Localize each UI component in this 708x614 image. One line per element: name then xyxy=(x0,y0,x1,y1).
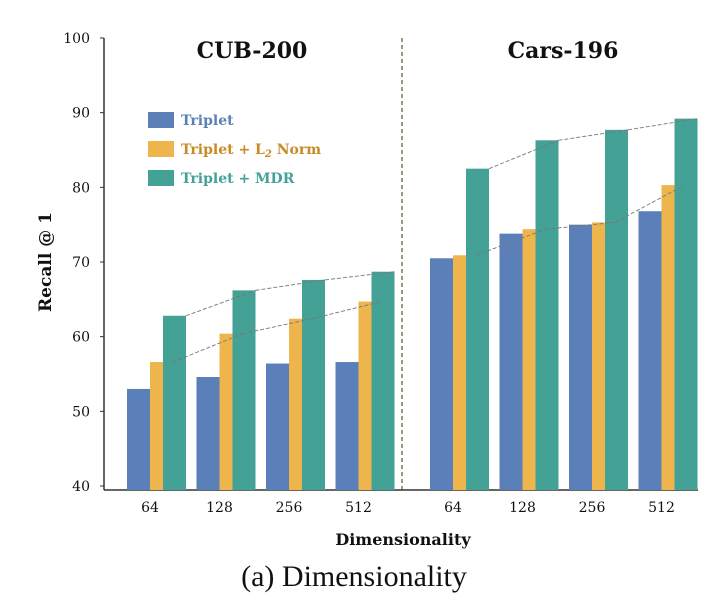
bar xyxy=(302,279,325,490)
bar xyxy=(371,271,395,490)
y-tick-label: 100 xyxy=(63,31,90,47)
bars-layer xyxy=(127,118,698,491)
y-tick-label: 70 xyxy=(72,255,90,271)
trend-line xyxy=(488,139,559,170)
y-tick-label: 60 xyxy=(72,330,90,346)
bar xyxy=(232,290,256,490)
trend-line xyxy=(614,184,685,223)
trend-line xyxy=(475,228,546,256)
legend-swatch xyxy=(148,112,174,128)
legend: Triplet Triplet + L2 Norm Triplet + MDR xyxy=(148,112,321,187)
y-axis-label: Recall @ 1 xyxy=(36,212,56,312)
bar xyxy=(605,129,628,490)
bar xyxy=(335,362,359,490)
trend-lines-layer xyxy=(172,118,698,363)
bar xyxy=(569,224,592,490)
x-axis-label: Dimensionality xyxy=(335,530,471,549)
bar xyxy=(466,168,489,490)
legend-label: Triplet + MDR xyxy=(181,171,295,187)
x-tick-label: 64 xyxy=(141,500,159,516)
x-tick-label: 256 xyxy=(579,500,606,516)
legend-swatch xyxy=(148,170,174,186)
bar xyxy=(535,140,559,490)
bar xyxy=(127,388,150,490)
bar xyxy=(674,118,698,490)
legend-label: Triplet xyxy=(181,113,234,129)
y-tick-label: 40 xyxy=(72,479,90,495)
bar xyxy=(163,315,186,490)
legend-swatch xyxy=(148,141,174,157)
bar xyxy=(266,363,289,490)
figure-caption: (a) Dimensionality xyxy=(241,560,467,593)
trend-line xyxy=(172,333,243,363)
trend-line xyxy=(185,289,256,317)
x-tick-label: 64 xyxy=(444,500,462,516)
x-tick-label: 512 xyxy=(345,500,372,516)
y-tick-label: 50 xyxy=(72,404,90,420)
bar xyxy=(499,233,523,491)
bar xyxy=(430,258,453,490)
x-tick-label: 256 xyxy=(276,500,303,516)
bar xyxy=(196,376,220,490)
x-tick-label: 128 xyxy=(206,500,233,516)
x-tick-label: 128 xyxy=(509,500,536,516)
x-tick-label: 512 xyxy=(648,500,675,516)
bar xyxy=(638,211,662,490)
panel-title: CUB-200 xyxy=(197,38,308,64)
y-tick-label: 90 xyxy=(72,106,90,122)
labels-layer: 40 50 60 70 80 90 100 Recall @ 1 Dimensionality C… xyxy=(36,31,675,549)
panel-title: Cars-196 xyxy=(508,38,619,64)
recall-bar-chart: 40 50 60 70 80 90 100 Recall @ 1 Dimensionality C… xyxy=(36,31,698,549)
y-tick-label: 80 xyxy=(72,180,90,196)
legend-label: Triplet + L2 Norm xyxy=(181,142,321,160)
